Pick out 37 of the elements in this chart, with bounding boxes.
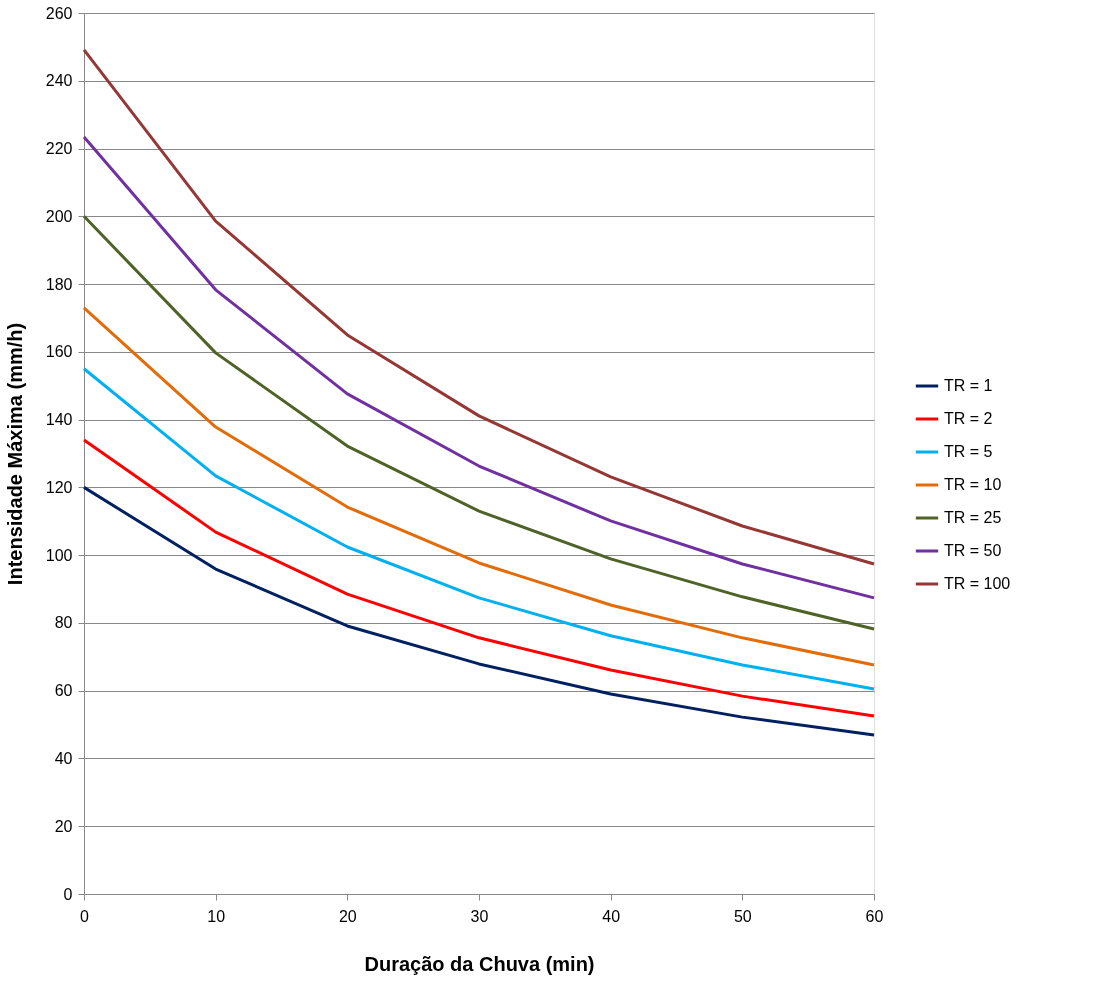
line-series — [82, 214, 876, 631]
y-axis-title: Intensidade Máxima (mm/h) — [3, 322, 26, 586]
y-tick-label: 20 — [54, 817, 73, 835]
y-tick-label: 140 — [45, 411, 73, 429]
line-series — [82, 306, 876, 667]
legend-label: TR = 2 — [944, 410, 993, 427]
x-tick-label: 60 — [865, 907, 884, 925]
y-tick-label: 120 — [45, 478, 73, 496]
line-series — [82, 438, 876, 718]
x-tick-label: 0 — [80, 907, 90, 925]
line-series — [82, 485, 876, 737]
legend-label: TR = 25 — [944, 509, 1002, 526]
legend-label: TR = 1 — [944, 377, 993, 394]
y-tick-label: 160 — [45, 343, 73, 361]
x-tick-label: 40 — [602, 907, 621, 925]
y-tick-label: 80 — [54, 614, 73, 632]
line-series — [82, 48, 876, 566]
x-axis-title: Duração da Chuva (min) — [364, 952, 595, 975]
y-tick-label: 200 — [45, 207, 73, 225]
x-tick-label: 20 — [338, 907, 357, 925]
y-tick-label: 240 — [45, 72, 73, 90]
x-tick-label: 50 — [733, 907, 752, 925]
y-tick-label: 180 — [45, 275, 73, 293]
legend-label: TR = 50 — [944, 542, 1002, 559]
y-tick-label: 100 — [45, 546, 73, 564]
x-tick-label: 10 — [207, 907, 226, 925]
x-tick-label: 30 — [470, 907, 489, 925]
legend-label: TR = 100 — [944, 575, 1011, 592]
y-tick-label: 220 — [45, 140, 73, 158]
line-series — [82, 367, 876, 691]
y-tick-label: 0 — [63, 885, 73, 903]
legend-label: TR = 10 — [944, 476, 1002, 493]
y-tick-label: 260 — [45, 4, 73, 22]
line-series — [82, 135, 876, 600]
y-tick-label: 60 — [54, 682, 73, 700]
y-tick-label: 40 — [54, 749, 73, 767]
legend-label: TR = 5 — [944, 443, 993, 460]
